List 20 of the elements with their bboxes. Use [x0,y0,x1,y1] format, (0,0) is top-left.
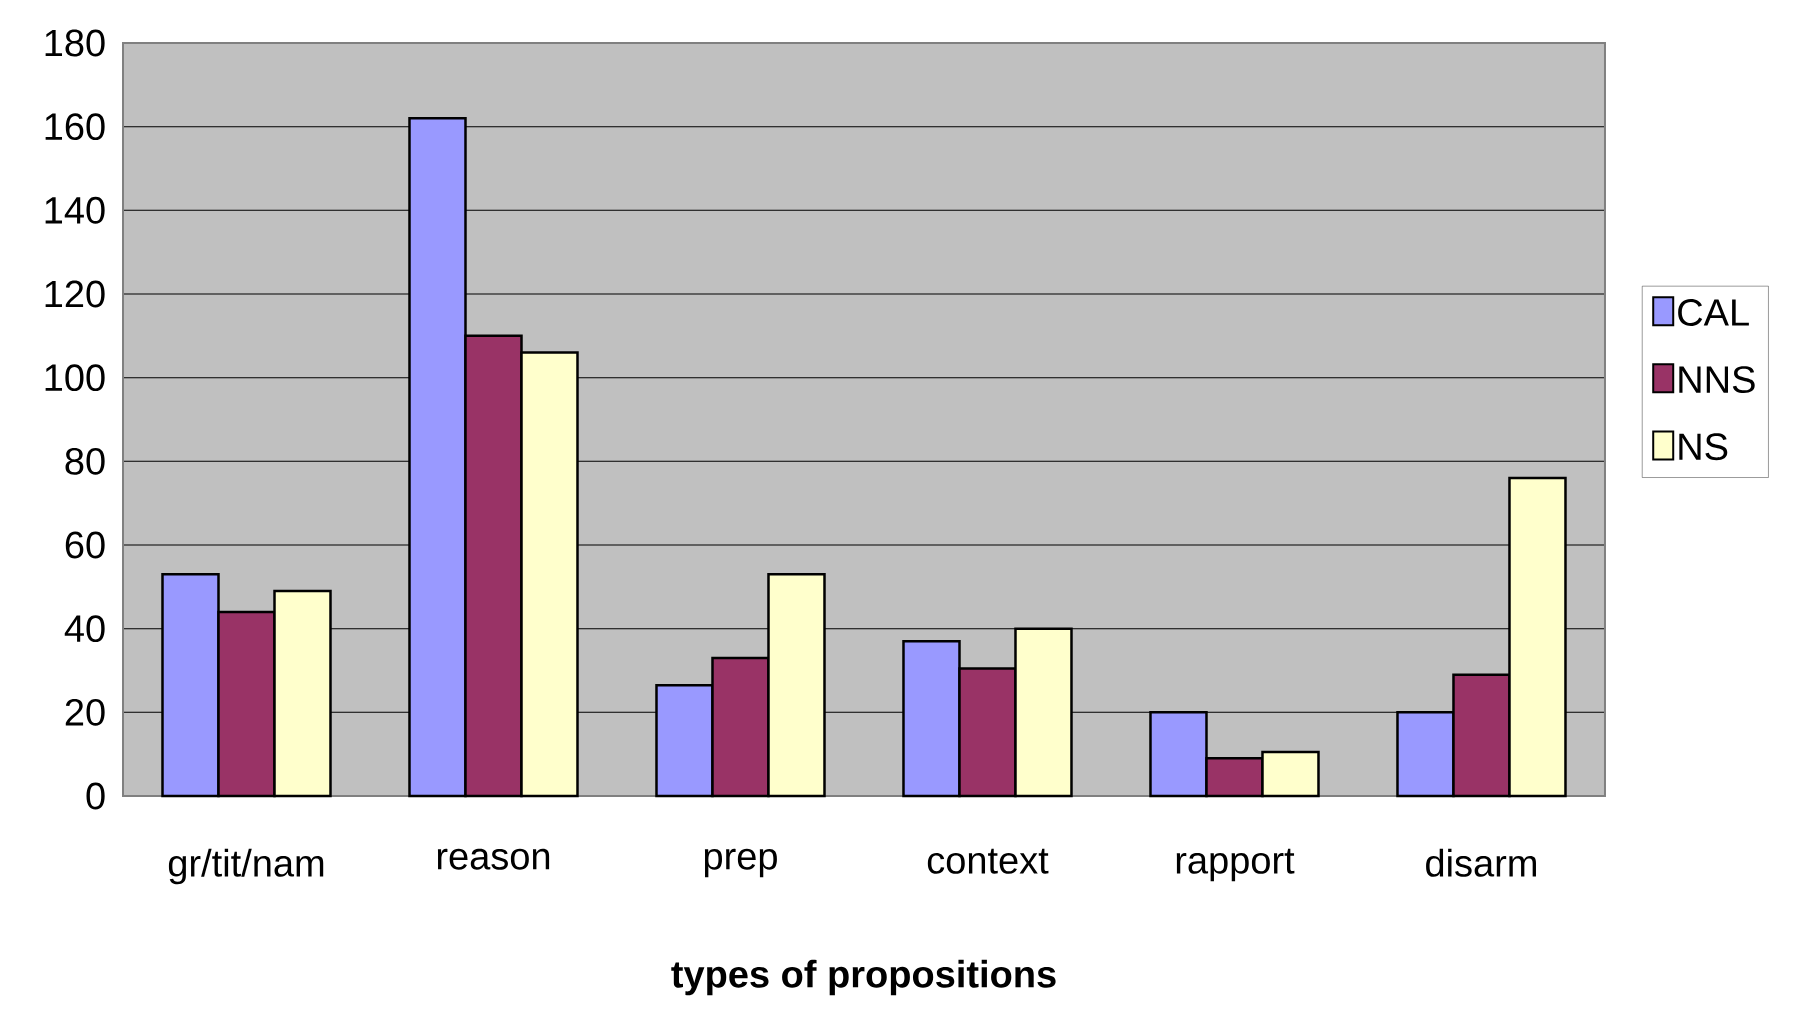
legend-label: NS [1679,433,1728,461]
x-tick-label: gr/tit/nam [168,848,324,885]
y-tick-label: 60 [65,531,105,559]
x-tick-label: reason [437,848,550,870]
y-tick-label: 20 [65,698,105,726]
x-tick-label: context [927,848,1049,874]
x-tick-label: rapport [1176,848,1295,882]
y-tick-label: 40 [64,615,105,643]
y-tick-label: 180 [45,29,105,57]
x-tick-label: prep [704,848,777,878]
legend-label: NNS [1679,366,1755,394]
y-tick-label: 100 [45,364,105,392]
y-tick-label: 80 [65,447,105,475]
y-tick-label: 0 [86,782,105,810]
y-tick-label: 160 [45,113,105,141]
y-tick-label: 140 [45,196,105,224]
x-axis-title: types of propositions [671,959,1056,996]
legend-label: CAL [1678,299,1749,326]
y-tick-label: 120 [45,280,105,308]
x-tick-label: disarm [1426,848,1536,877]
